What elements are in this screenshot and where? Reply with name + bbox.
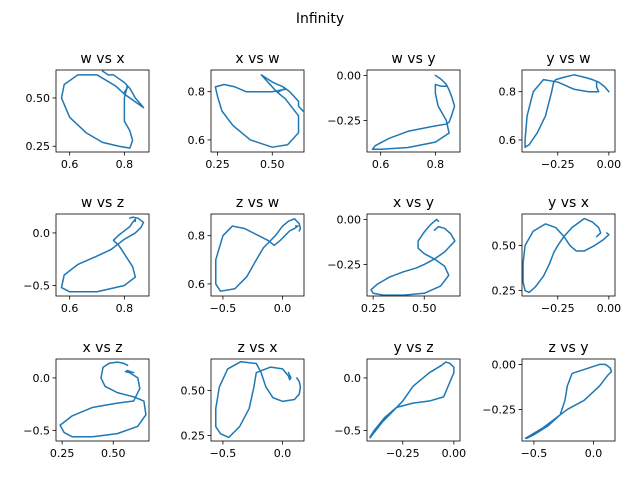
series-line [369, 361, 455, 439]
y-tick-label: −0.5 [23, 424, 50, 437]
subplot-8: y vs x −0.25 0.00 0.25 0.50 [492, 195, 622, 315]
x-tick-label: 0.8 [116, 302, 134, 315]
axes-frame [55, 213, 150, 297]
series-line [59, 361, 147, 438]
series-line [371, 74, 456, 151]
subplot-title: w vs x [80, 51, 124, 67]
subplot-title: x vs y [393, 195, 434, 211]
x-tick-label: 0.8 [427, 158, 445, 171]
axes-frame [366, 358, 461, 442]
x-tick-label: 0.25 [205, 158, 230, 171]
subplot-5: w vs z 0.6 0.8 −0.5 0.0 [23, 195, 150, 315]
y-tick-label: 0.25 [492, 285, 517, 298]
y-tick-label: −0.5 [334, 424, 361, 437]
series-line [60, 216, 145, 293]
y-tick-label: 0.8 [499, 86, 517, 99]
figure-title: Infinity [296, 11, 344, 27]
subplot-4: y vs w −0.25 0.00 0.6 0.8 [499, 51, 622, 171]
x-tick-label: 0.50 [412, 302, 437, 315]
subplot-title: z vs x [237, 340, 277, 356]
x-tick-label: −0.5 [210, 302, 237, 315]
subplot-title: y vs z [393, 340, 433, 356]
y-tick-label: 0.00 [337, 213, 362, 226]
y-tick-label: 0.8 [188, 86, 206, 99]
subplot-1: w vs x 0.6 0.8 0.25 0.50 [26, 51, 150, 171]
x-tick-label: 0.0 [274, 447, 292, 460]
y-tick-label: 0.50 [181, 385, 206, 398]
x-tick-label: 0.6 [61, 158, 79, 171]
y-tick-label: 0.0 [344, 372, 362, 385]
subplot-3: w vs y 0.6 0.8 −0.25 0.00 [327, 51, 461, 171]
subplot-12: z vs y −0.5 0.0 −0.25 0.00 [482, 340, 616, 460]
y-tick-label: 0.25 [181, 430, 206, 443]
x-tick-label: −0.25 [386, 447, 420, 460]
x-tick-label: 0.25 [50, 447, 75, 460]
subplot-7: x vs y 0.25 0.50 −0.25 0.00 [327, 195, 461, 315]
subplot-10: z vs x −0.5 0.0 0.25 0.50 [181, 340, 305, 460]
y-tick-label: 0.6 [499, 134, 517, 147]
axes-frame [521, 213, 616, 297]
y-tick-label: 0.50 [492, 240, 517, 253]
y-tick-label: −0.5 [23, 279, 50, 292]
y-tick-label: 0.6 [188, 134, 206, 147]
series-line [215, 218, 302, 292]
subplot-grid: w vs x 0.6 0.8 0.25 0.50 x vs w 0.25 0.50 0.6 0.8… [23, 51, 621, 460]
series-line [60, 70, 145, 149]
subplot-6: z vs w −0.5 0.0 0.6 0.8 [188, 195, 305, 315]
x-tick-label: 0.00 [597, 158, 622, 171]
subplot-title: y vs x [548, 195, 589, 211]
axes-frame [55, 69, 150, 153]
subplot-title: z vs w [236, 195, 279, 211]
x-tick-label: 0.0 [585, 447, 603, 460]
y-tick-label: 0.0 [33, 372, 51, 385]
y-tick-label: 0.25 [26, 140, 51, 153]
x-tick-label: 0.00 [442, 447, 467, 460]
axes-frame [521, 69, 616, 153]
x-tick-label: 0.6 [372, 158, 390, 171]
y-tick-label: −0.25 [327, 114, 361, 127]
series-line [522, 217, 610, 294]
x-tick-label: 0.50 [260, 158, 285, 171]
y-tick-label: 0.6 [188, 278, 206, 291]
series-line [215, 360, 302, 439]
y-tick-label: 0.0 [33, 227, 51, 240]
subplot-11: y vs z −0.25 0.00 −0.5 0.0 [334, 340, 466, 460]
x-tick-label: 0.00 [597, 302, 622, 315]
axes-frame [366, 213, 461, 297]
axes-frame [210, 69, 305, 153]
series-line [370, 218, 456, 296]
subplot-9: x vs z 0.25 0.50 −0.5 0.0 [23, 340, 150, 460]
subplot-title: w vs z [81, 195, 124, 211]
series-line [524, 363, 613, 440]
subplot-title: x vs w [235, 51, 279, 67]
subplot-title: x vs z [82, 340, 122, 356]
x-tick-label: −0.25 [541, 158, 575, 171]
y-tick-label: 0.00 [492, 358, 517, 371]
axes-frame [210, 213, 305, 297]
series-line [214, 74, 304, 148]
x-tick-label: 0.0 [274, 302, 292, 315]
x-tick-label: −0.25 [541, 302, 575, 315]
series-line [524, 74, 610, 148]
y-tick-label: −0.25 [327, 258, 361, 271]
x-tick-label: 0.6 [61, 302, 79, 315]
axes-frame [55, 358, 150, 442]
x-tick-label: 0.25 [361, 302, 386, 315]
axes-frame [521, 358, 616, 442]
y-tick-label: −0.25 [482, 403, 516, 416]
subplot-title: y vs w [546, 51, 590, 67]
axes-frame [366, 69, 461, 153]
y-tick-label: 0.8 [188, 230, 206, 243]
x-tick-label: −0.5 [210, 447, 237, 460]
y-tick-label: 0.50 [26, 92, 51, 105]
subplot-2: x vs w 0.25 0.50 0.6 0.8 [188, 51, 305, 171]
axes-frame [210, 358, 305, 442]
x-tick-label: 0.8 [116, 158, 134, 171]
subplot-title: z vs y [548, 340, 588, 356]
subplot-title: w vs y [391, 51, 435, 67]
x-tick-label: −0.5 [521, 447, 548, 460]
y-tick-label: 0.00 [337, 69, 362, 82]
x-tick-label: 0.50 [101, 447, 126, 460]
